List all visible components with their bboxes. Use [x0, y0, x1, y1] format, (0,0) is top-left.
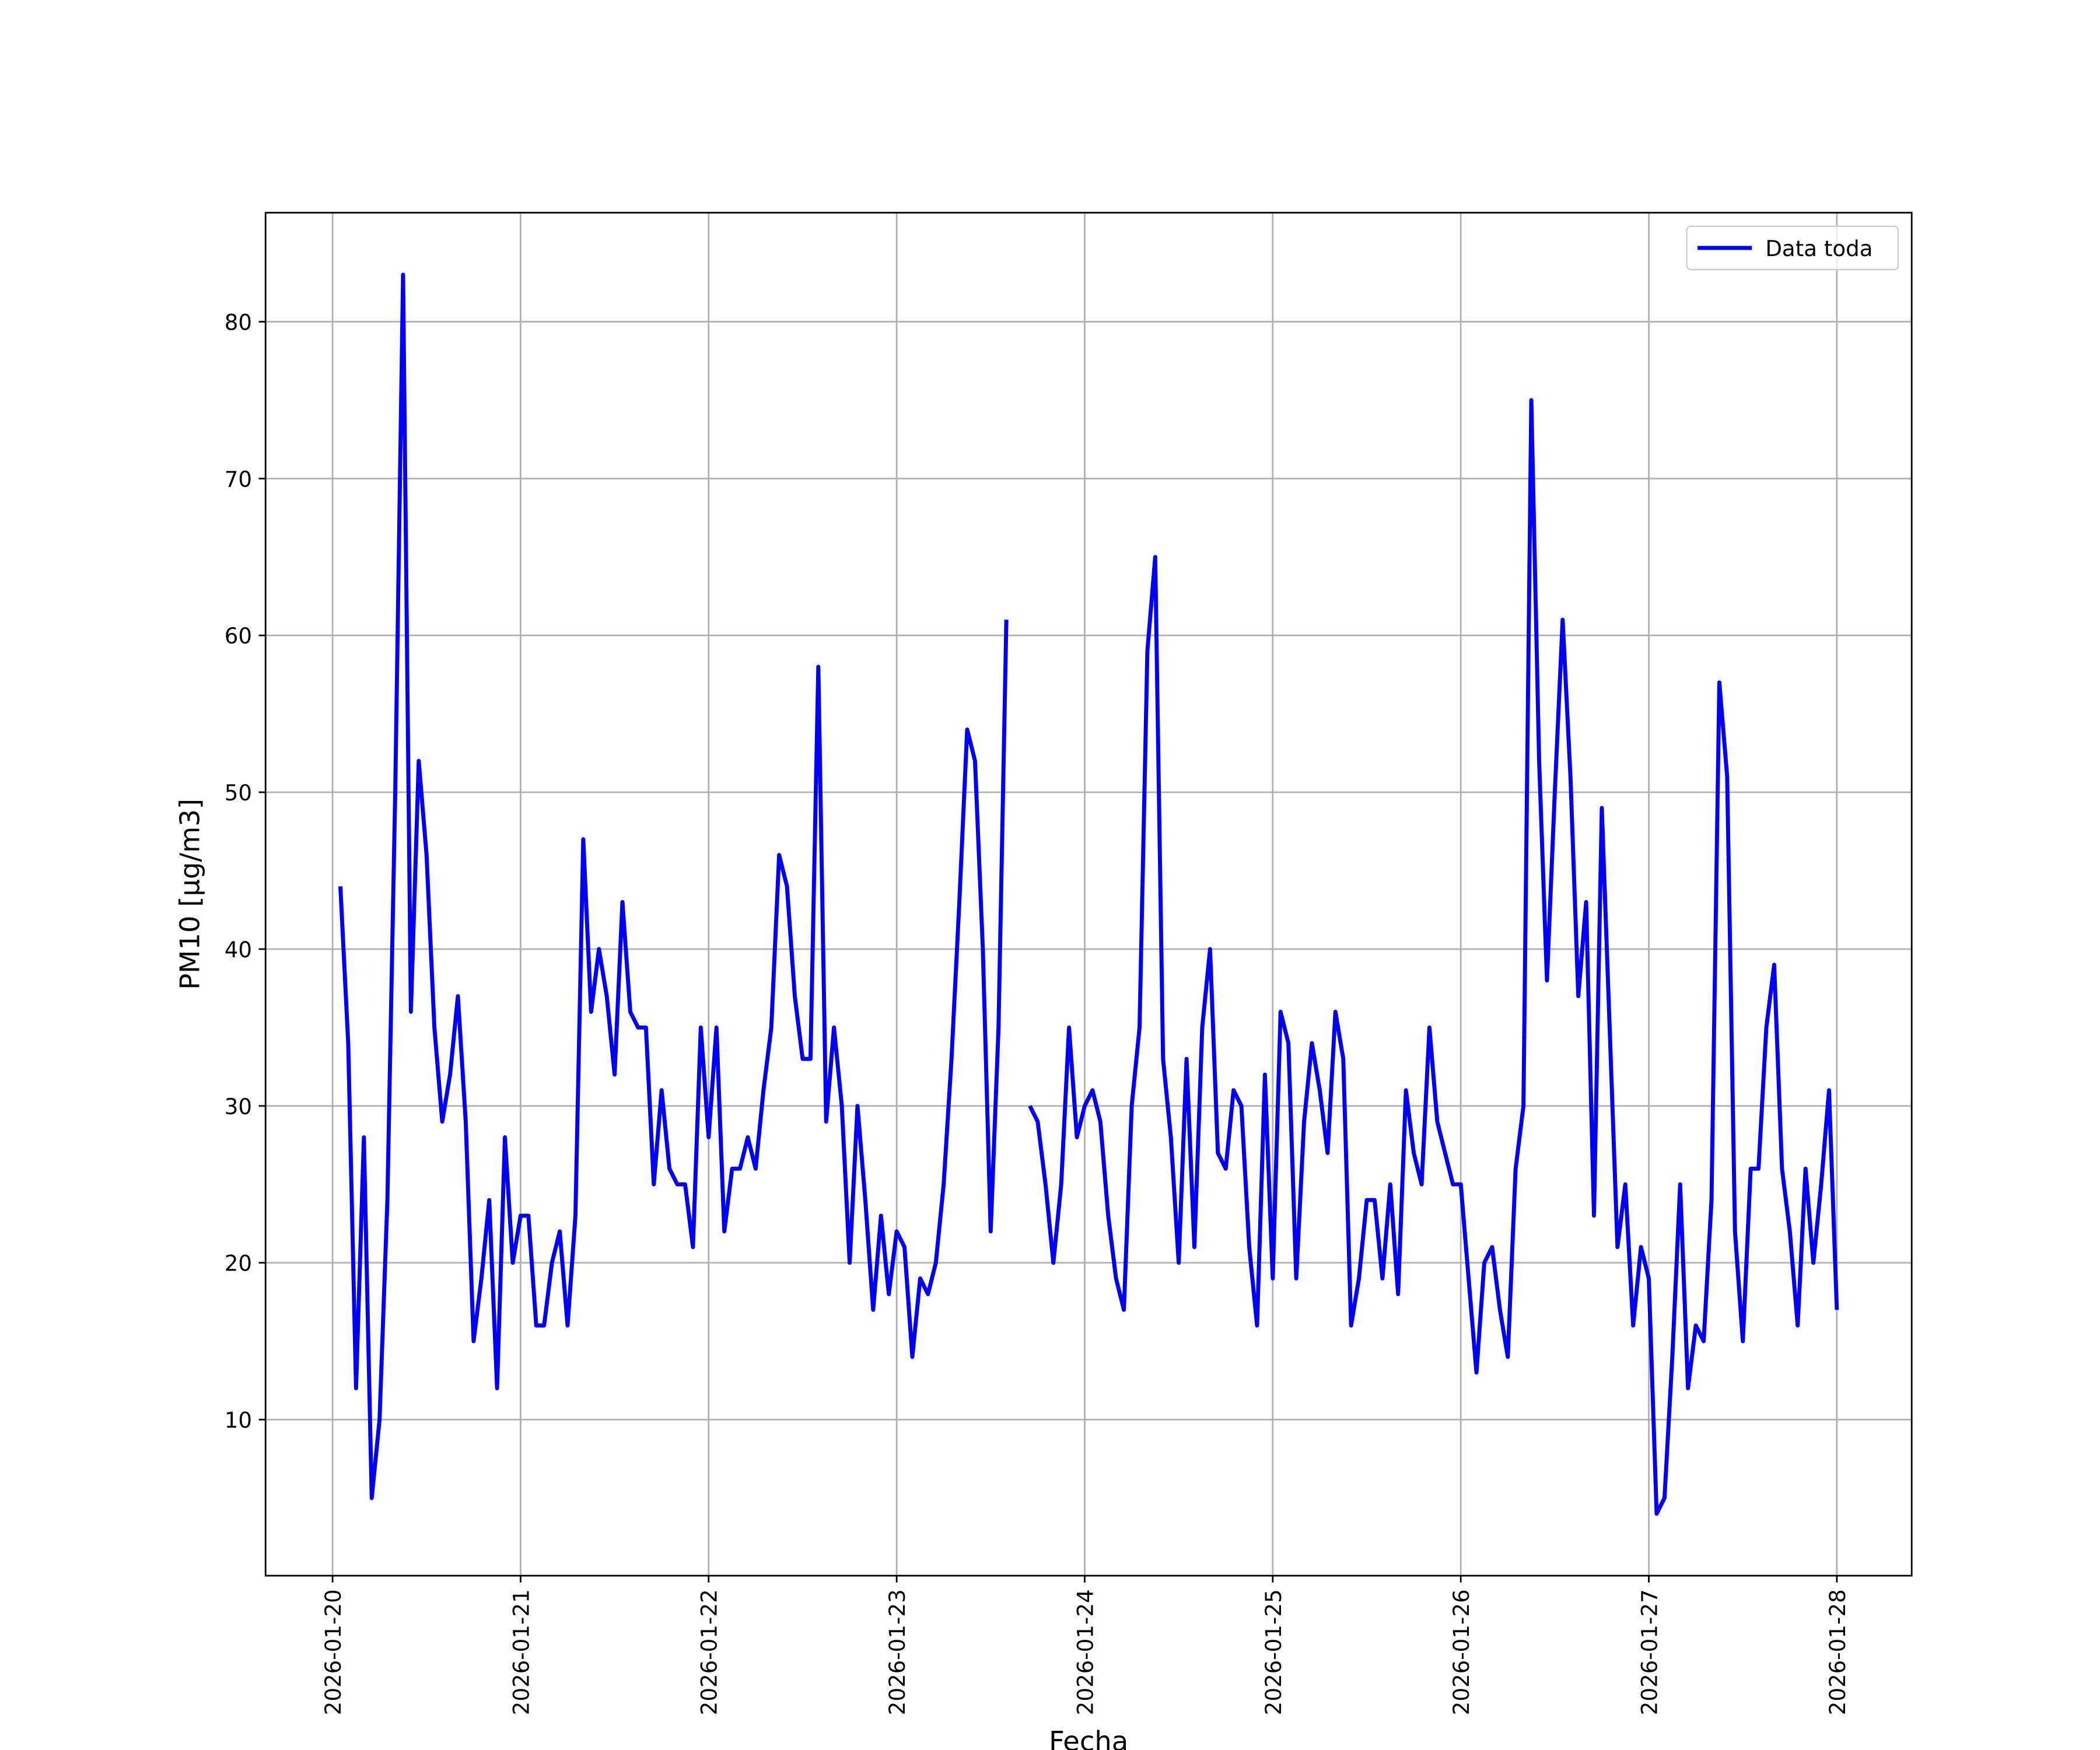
y-axis-label: PM10 [μg/m3] [174, 799, 205, 990]
y-tick-label: 20 [225, 1251, 252, 1276]
x-tick-label: 2026-01-24 [1073, 1589, 1098, 1715]
x-tick-label: 2026-01-25 [1261, 1589, 1286, 1715]
x-tick-label: 2026-01-20 [321, 1589, 346, 1715]
axes-frame [264, 212, 1913, 1577]
ticks: 10 20 30 40 50 60 70 80 2026-01-20 2026-01-21 2026… [225, 310, 1850, 1715]
legend: Data toda [1686, 225, 1899, 271]
x-tick-label: 2026-01-23 [885, 1589, 910, 1715]
x-tick-label: 2026-01-28 [1825, 1589, 1850, 1715]
legend-label: Data toda [1765, 236, 1873, 261]
legend-box [1686, 225, 1899, 271]
y-tick-label: 30 [225, 1094, 252, 1119]
plot [338, 272, 1839, 1516]
x-tick-label: 2026-01-26 [1449, 1589, 1474, 1715]
y-tick-label: 50 [225, 780, 252, 806]
x-tick-label: 2026-01-22 [697, 1589, 722, 1715]
y-tick-label: 10 [225, 1408, 252, 1433]
x-tick-label: 2026-01-21 [509, 1589, 534, 1715]
x-tick-label: 2026-01-27 [1637, 1589, 1662, 1715]
grid [265, 212, 1912, 1576]
x-axis-label: Fecha [1049, 1726, 1128, 1750]
y-tick-label: 60 [225, 624, 252, 649]
data-line [338, 272, 1839, 1516]
y-tick-label: 80 [225, 310, 252, 335]
y-tick-label: 70 [225, 467, 252, 492]
y-tick-label: 40 [225, 937, 252, 963]
